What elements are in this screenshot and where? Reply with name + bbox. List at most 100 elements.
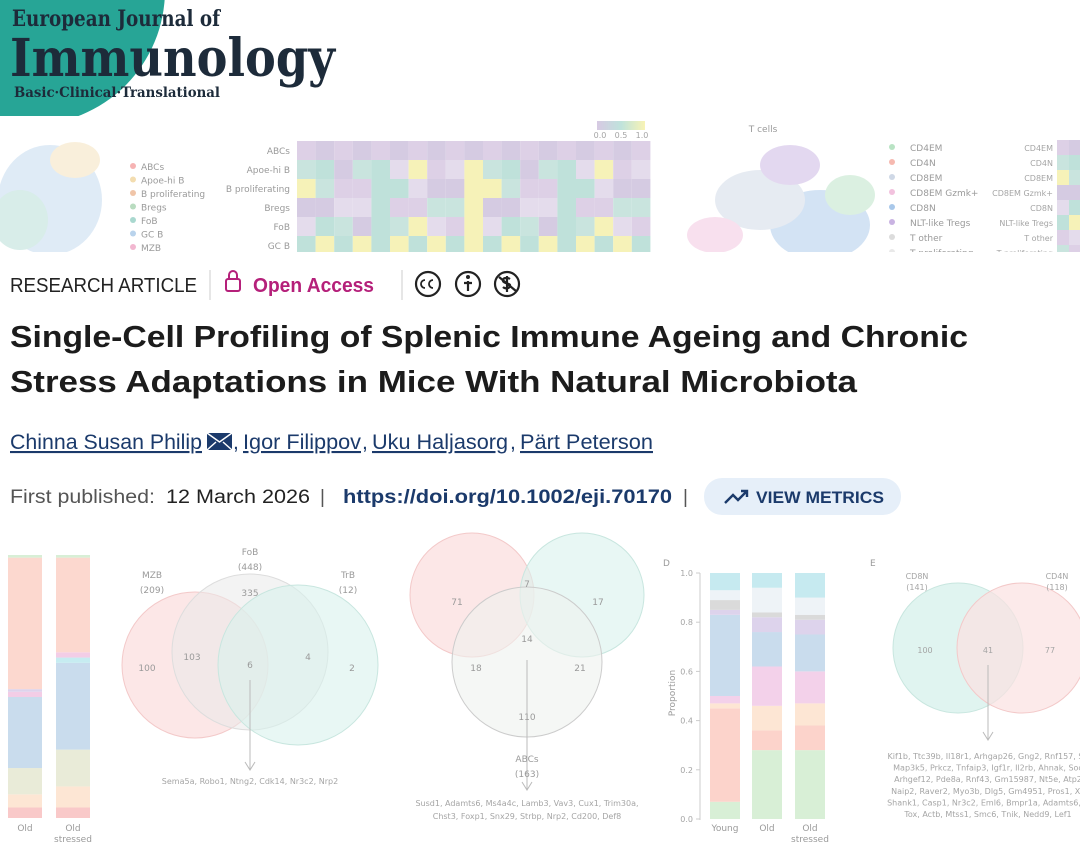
heatmap-cell — [1069, 155, 1080, 170]
heatmap-cell — [408, 217, 428, 236]
heatmap-cell — [520, 179, 539, 198]
bar-segment — [795, 703, 825, 726]
separator: , — [510, 431, 516, 454]
x-tick-label: Young — [711, 824, 739, 834]
email-icon[interactable] — [206, 432, 233, 451]
y-tick-label: 1.0 — [680, 569, 693, 578]
heatmap-cell — [352, 179, 372, 198]
bar-segment — [710, 708, 740, 802]
heatmap-cell — [427, 217, 446, 236]
bar-segment — [8, 794, 42, 808]
set-count: (12) — [339, 586, 357, 596]
author-link[interactable]: Igor Filippov — [243, 431, 362, 454]
heatmap-cell — [538, 160, 558, 179]
bar-segment — [795, 750, 825, 819]
legend-dot — [889, 204, 895, 210]
heatmap-cell — [334, 160, 353, 179]
heatmap-cell — [1057, 140, 1069, 155]
heatmap-cell — [1069, 230, 1080, 245]
bar-segment — [56, 557, 90, 653]
region-count: 100 — [138, 664, 155, 674]
journal-name: Immunology — [10, 28, 337, 89]
legend-dot — [889, 234, 895, 240]
legend-label: B proliferating — [141, 190, 205, 200]
heatmap-cell — [334, 198, 353, 217]
heatmap-row-label: CD8N — [1030, 204, 1053, 213]
bar-segment — [8, 807, 42, 818]
published-date: 12 March 2026 — [166, 487, 310, 508]
author-link[interactable]: Uku Haljasorg — [372, 431, 508, 454]
bar-segment — [795, 573, 825, 598]
bar-segment — [56, 555, 90, 558]
heatmap-cell — [371, 236, 390, 255]
x-tick-label: stressed — [54, 835, 92, 845]
heatmap-cell — [445, 141, 465, 160]
set-name: CD4N — [1046, 572, 1069, 581]
heatmap-row-label: T other — [1023, 234, 1053, 243]
heatmap-cell — [315, 198, 335, 217]
heatmap-cell — [352, 236, 372, 255]
heatmap-cell — [483, 160, 502, 179]
heatmap-cell — [576, 236, 595, 255]
set-name: MZB — [142, 571, 162, 581]
region-count: 110 — [518, 713, 535, 723]
author-link[interactable]: Chinna Susan Philip — [10, 431, 202, 454]
heatmap-cell — [334, 236, 353, 255]
metrics-button[interactable] — [704, 478, 901, 515]
x-tick-label: Old — [17, 824, 32, 834]
heatmap-cell — [501, 141, 521, 160]
gene-list: Sema5a, Robo1, Ntng2, Cdk14, Nr3c2, Nrp2 — [162, 777, 338, 786]
article-title: Single-Cell Profiling of Splenic Immune … — [10, 319, 968, 354]
legend-label: CD4N — [910, 159, 936, 169]
region-count: 7 — [524, 580, 530, 590]
y-tick-label: 0.2 — [680, 766, 693, 775]
legend-label: FoB — [141, 217, 158, 227]
heatmap-cell — [1069, 140, 1080, 155]
heatmap-cell — [538, 198, 558, 217]
heatmaps — [297, 140, 1080, 260]
x-tick-label: Old — [65, 824, 80, 834]
heatmap-cell — [408, 160, 428, 179]
heatmap-cell — [594, 179, 614, 198]
legend-label: NLT-like Tregs — [910, 219, 971, 229]
legend-dot — [130, 230, 136, 237]
doi-link[interactable]: https://doi.org/10.1002/eji.70170 — [343, 487, 672, 508]
heatmap-cell — [297, 141, 316, 160]
gene-list: Shank1, Casp1, Nr3c2, Eml6, Bmpr1a, Adam… — [887, 798, 1080, 807]
heatmap-cell — [371, 160, 390, 179]
heatmap-row-label: FoB — [273, 223, 290, 233]
venn-e — [892, 582, 1080, 741]
y-tick-label: 0.8 — [680, 618, 693, 627]
author-link[interactable]: Pärt Peterson — [520, 431, 653, 454]
bar-segment — [710, 801, 740, 819]
heatmap-cell — [297, 217, 316, 236]
region-count: 77 — [1045, 646, 1055, 655]
heatmap-cell — [464, 179, 483, 198]
heatmap-cell — [594, 141, 614, 160]
bar-segment — [56, 807, 90, 818]
heatmap-cell — [371, 217, 390, 236]
set-name: ABCs — [515, 755, 538, 765]
colorbar-tick: 0.0 — [594, 131, 607, 140]
bar-segment — [56, 657, 90, 663]
heatmap-cell — [297, 179, 316, 198]
set-count: (209) — [140, 586, 164, 596]
heatmap-cell — [631, 198, 651, 217]
metrics-icon — [724, 489, 749, 504]
set-count: (163) — [515, 770, 539, 780]
heatmap-cell — [631, 141, 651, 160]
article-type: RESEARCH ARTICLE — [10, 275, 197, 297]
heatmap-cell — [594, 198, 614, 217]
legend-dot — [130, 163, 136, 169]
metrics-label[interactable]: VIEW METRICS — [756, 488, 884, 507]
legend-dot — [130, 244, 136, 250]
heatmap-cell — [576, 217, 595, 236]
legend-label: Apoe-hi B — [141, 177, 184, 187]
bar-segment — [752, 705, 782, 731]
heatmap-row-label: Bregs — [264, 204, 290, 214]
bar-segment — [8, 555, 42, 558]
set-name: TrB — [340, 571, 355, 581]
bar-segment — [752, 730, 782, 751]
heatmap-cell — [538, 217, 558, 236]
x-tick-label: Old — [759, 824, 774, 834]
